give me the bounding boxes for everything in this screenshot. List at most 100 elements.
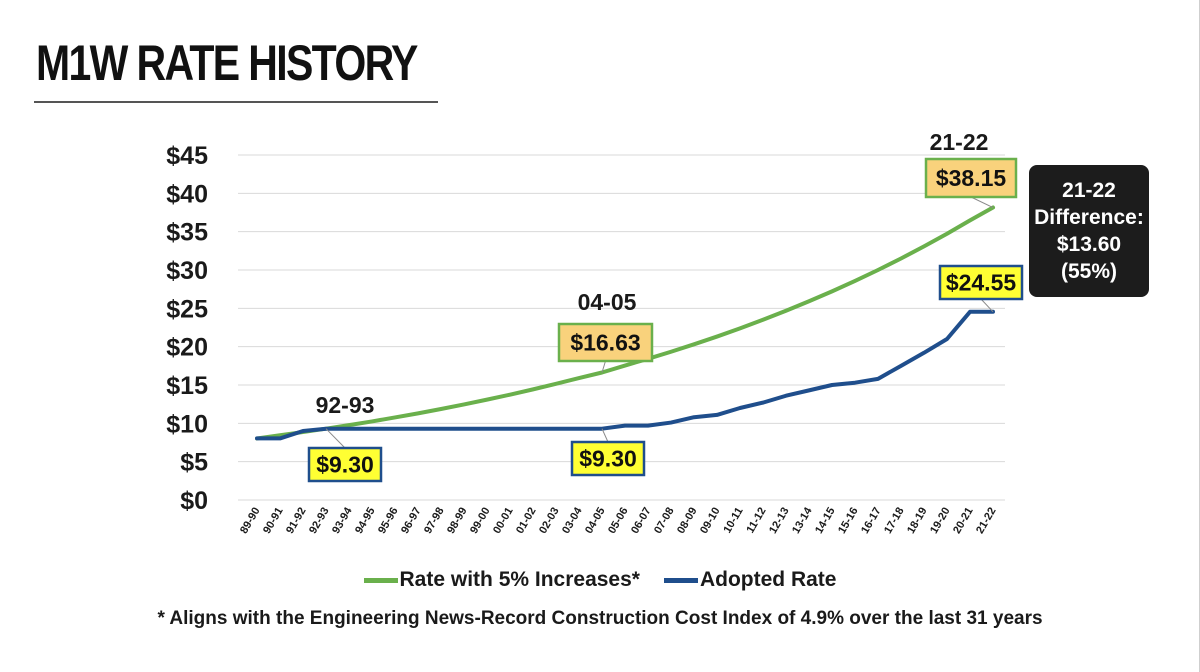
data-point <box>831 384 833 386</box>
data-point <box>279 437 281 440</box>
page-title: M1W RATE HISTORY <box>36 35 418 91</box>
callout-box <box>938 264 1024 301</box>
callout-leader <box>601 428 609 443</box>
data-point <box>946 338 948 340</box>
x-tick-label: 97-98 <box>422 506 446 536</box>
x-tick-label: 09-10 <box>698 506 722 536</box>
x-tick-label: 92-93 <box>307 506 331 536</box>
x-tick-label: 16-17 <box>859 506 883 536</box>
data-point <box>693 416 695 419</box>
y-tick-label: $45 <box>166 142 208 170</box>
difference-callout: 21-22 Difference: $13.60 (55%) <box>1029 165 1149 297</box>
x-tick-label: 15-16 <box>836 506 860 536</box>
difference-amount: $13.60 <box>1056 233 1122 256</box>
x-tick-label: 07-08 <box>652 506 676 536</box>
data-point <box>900 365 902 367</box>
data-point <box>486 427 488 430</box>
data-point <box>578 427 580 430</box>
data-point <box>808 300 810 303</box>
x-tick-label: 94-95 <box>353 506 377 536</box>
y-axis-ticks: $0 $5 $10 $15 $20 $25 $30 $35 $40 $45 <box>166 142 208 515</box>
x-tick-label: 12-13 <box>767 506 791 536</box>
title-underline <box>34 101 438 103</box>
data-point <box>854 280 856 282</box>
legend-swatch-green <box>363 577 398 583</box>
data-point <box>647 424 649 427</box>
callout-year: 21-22 <box>930 129 989 155</box>
x-tick-label: 11-12 <box>744 506 768 536</box>
data-point <box>348 427 350 430</box>
x-tick-label: 00-01 <box>491 506 515 536</box>
data-point <box>969 219 971 222</box>
x-tick-label: 19-20 <box>928 506 952 536</box>
data-point <box>302 430 304 432</box>
callout-value: $38.15 <box>936 165 1007 191</box>
data-point <box>394 416 396 419</box>
legend-item-adopted: Adopted Rate <box>663 568 836 592</box>
callout-year: 92-93 <box>316 392 375 418</box>
difference-percent: (55%) <box>1060 260 1118 283</box>
x-tick-label: 18-19 <box>905 506 929 536</box>
data-point <box>371 420 373 423</box>
data-point <box>417 412 419 415</box>
y-tick-label: $5 <box>180 449 208 477</box>
callout-box <box>570 440 646 477</box>
y-tick-label: $15 <box>166 372 208 400</box>
x-tick-label: 20-21 <box>951 506 975 536</box>
data-point <box>762 401 764 404</box>
data-point <box>716 414 718 416</box>
data-point <box>256 437 258 440</box>
data-point <box>463 427 465 430</box>
callout-leader <box>970 196 994 208</box>
data-point <box>877 378 879 380</box>
data-point <box>624 424 626 427</box>
x-tick-label: 13-14 <box>790 505 815 536</box>
data-point <box>486 398 488 401</box>
data-point <box>670 350 672 353</box>
x-tick-label: 01-02 <box>514 506 538 536</box>
data-point <box>279 434 281 437</box>
y-tick-label: $35 <box>166 219 208 247</box>
callout-value: $9.30 <box>579 446 637 472</box>
difference-year: 21-22 <box>1062 179 1116 202</box>
data-point <box>693 343 695 346</box>
x-tick-label: 95-96 <box>376 506 400 536</box>
x-tick-label: 05-06 <box>606 506 630 536</box>
data-point <box>670 421 672 424</box>
data-point <box>555 427 557 430</box>
data-point <box>532 388 534 391</box>
data-point <box>739 327 741 330</box>
data-point <box>624 364 626 367</box>
callout-leader <box>980 298 994 313</box>
data-point <box>417 427 419 430</box>
y-tick-label: $20 <box>166 334 208 362</box>
x-tick-label: 08-09 <box>675 506 699 536</box>
data-point <box>394 427 396 430</box>
callouts: $9.30 92-93 $16.63 04-05 $9.30 $38.15 21-22 $24… <box>307 129 1024 483</box>
x-tick-label: 10-11 <box>721 506 745 536</box>
x-axis-ticks: 89-9090-9191-9292-9393-9494-9595-9696-97… <box>238 505 998 536</box>
series-lines <box>255 205 995 441</box>
x-tick-label: 89-90 <box>238 506 262 536</box>
x-tick-label: 96-97 <box>399 506 423 536</box>
data-point <box>923 245 925 248</box>
x-tick-label: 17-18 <box>882 506 906 536</box>
data-point <box>578 377 580 379</box>
legend-swatch-blue <box>663 577 698 583</box>
data-point <box>509 427 511 430</box>
y-tick-label: $0 <box>180 487 208 515</box>
data-point <box>739 407 741 409</box>
x-tick-label: 93-94 <box>330 505 355 536</box>
footnote: * Aligns with the Engineering News-Recor… <box>157 608 1043 629</box>
difference-label: Difference: <box>1034 206 1144 229</box>
data-point <box>348 424 350 426</box>
data-point <box>808 389 810 392</box>
x-tick-label: 98-99 <box>445 506 469 536</box>
x-tick-label: 99-00 <box>468 506 492 536</box>
data-point <box>532 427 534 430</box>
callout-value: $9.30 <box>316 452 374 478</box>
legend-label-rate-5pct: Rate with 5% Increases* <box>399 568 640 591</box>
callout-box <box>924 157 1018 199</box>
legend: Rate with 5% Increases* Adopted Rate <box>0 566 1200 594</box>
data-point <box>371 427 373 430</box>
